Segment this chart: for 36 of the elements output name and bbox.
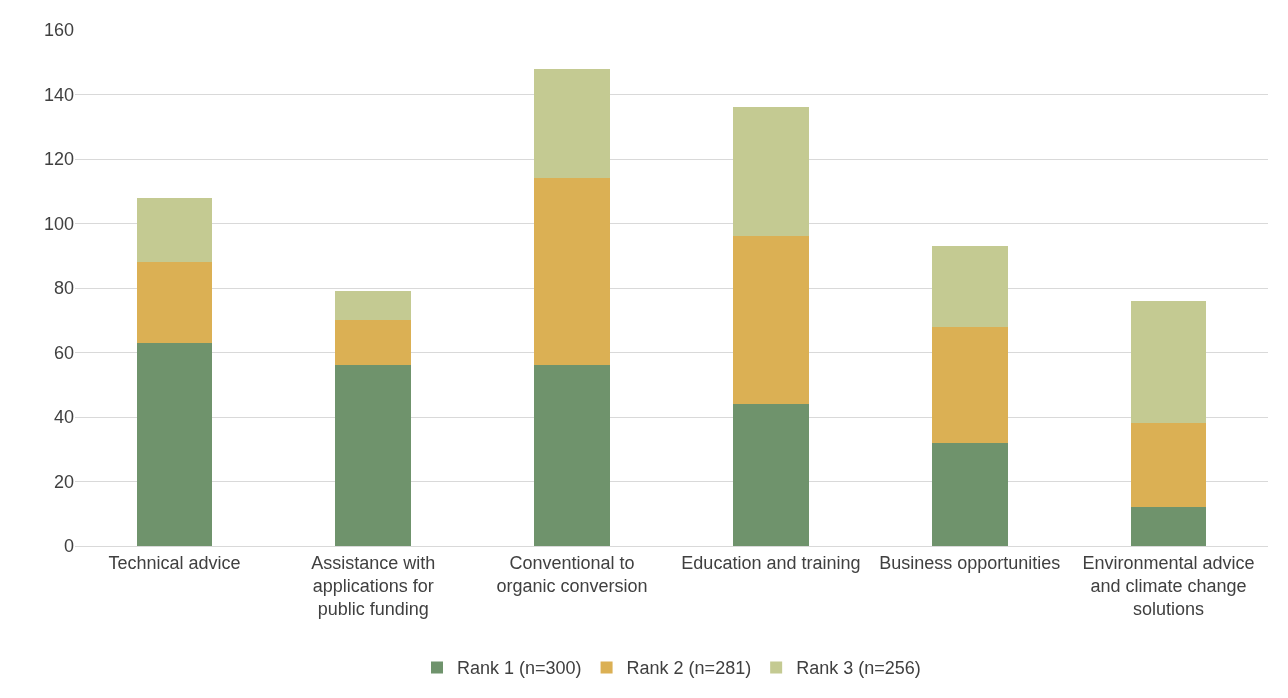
legend-label: Rank 3 (n=256): [796, 658, 921, 679]
bar: [931, 326, 1008, 443]
bar: [733, 236, 809, 405]
y-tick-label: 60: [53, 342, 74, 363]
x-tick-label: Environmental advice and climate change solutions: [1082, 552, 1255, 620]
y-tick-label: 20: [53, 471, 74, 492]
x-tick-label: Technical advice: [108, 552, 241, 573]
legend-label: Rank 1 (n=300): [457, 658, 582, 679]
y-tick-label: 140: [43, 84, 74, 105]
y-tick-label: 0: [63, 536, 74, 557]
y-tick-label: 120: [43, 149, 74, 170]
y-tick-label: 80: [53, 278, 74, 299]
x-tick-label: Education and training: [681, 552, 861, 573]
x-tick-label: Conventional to organic conversion: [496, 552, 648, 596]
bar: [1130, 300, 1207, 424]
bar: [534, 178, 610, 366]
bar: [931, 246, 1008, 327]
bar: [136, 197, 213, 263]
bar: [335, 291, 412, 321]
bar: [1130, 507, 1207, 546]
bar: [931, 442, 1008, 546]
bar: [136, 342, 213, 546]
y-tick-label: 100: [43, 213, 74, 234]
bar: [534, 68, 610, 179]
legend-label: Rank 2 (n=281): [626, 658, 752, 679]
bar: [733, 404, 809, 546]
bar: [335, 320, 412, 366]
y-tick-label: 160: [43, 20, 74, 41]
bar: [1130, 423, 1207, 508]
bar: [534, 365, 610, 546]
y-tick-label: 40: [53, 407, 74, 428]
bar: [733, 107, 809, 237]
x-tick-label: Assistance with applications for public funding: [311, 552, 436, 620]
bar: [136, 262, 213, 343]
x-tick-label: Business opportunities: [879, 552, 1061, 573]
bar: [335, 365, 412, 546]
